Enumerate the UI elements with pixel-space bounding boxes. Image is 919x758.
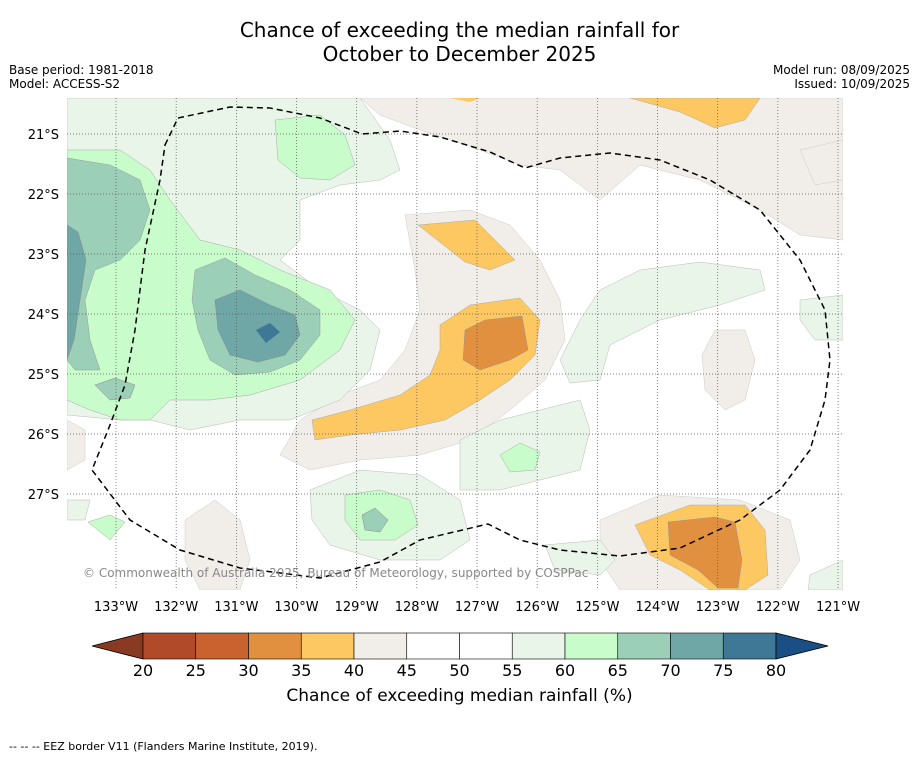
longitude-label: 126°W (515, 600, 559, 615)
longitude-label: 121°W (816, 600, 860, 615)
latitude-labels: 21°S 22°S 23°S 24°S 25°S 26°S 27°S (28, 128, 59, 503)
copyright-notice: © Commonwealth of Australia 2025, Bureau… (83, 566, 589, 580)
colorbar-high-arrow (775, 632, 829, 660)
latitude-label: 21°S (28, 128, 59, 143)
meta-right: Model run: 08/09/2025 Issued: 10/09/2025 (773, 63, 910, 91)
latitude-label: 23°S (28, 248, 59, 263)
region-70-75-west (67, 224, 87, 361)
meta-left: Base period: 1981-2018 Model: ACCESS-S2 (9, 63, 154, 91)
rainfall-field (67, 98, 843, 590)
longitude-labels: 133°W 132°W 131°W 130°W 129°W 128°W 127°W 126°W… (94, 600, 860, 615)
issued-date: Issued: 10/09/2025 (794, 77, 910, 91)
colorbar-tick-label: 65 (608, 661, 628, 680)
region-40-45-central (279, 209, 566, 471)
colorbar-bin (670, 632, 724, 660)
longitude-label: 130°W (274, 600, 318, 615)
longitude-label: 128°W (395, 600, 439, 615)
latitude-label: 24°S (28, 308, 59, 323)
region-55-60-se-corner (807, 559, 843, 590)
colorbar-tick-label: 30 (238, 661, 258, 680)
title-line-1: Chance of exceeding the median rainfall … (239, 18, 680, 42)
longitude-label: 133°W (94, 600, 138, 615)
colorbar-bin (617, 632, 671, 660)
colorbar (91, 632, 829, 660)
colorbar-tick-label: 35 (291, 661, 311, 680)
latitude-label: 27°S (28, 488, 59, 503)
colorbar-bin (248, 632, 302, 660)
eez-border (91, 106, 831, 579)
colorbar-tick-label: 60 (555, 661, 575, 680)
map-title: Chance of exceeding the median rainfall … (0, 18, 919, 66)
colorbar-bin (459, 632, 513, 660)
colorbar-tick-label: 80 (766, 661, 786, 680)
region-55-60-far-east (799, 294, 843, 341)
colorbar-tick-label: 20 (133, 661, 153, 680)
region-40-45-ne-edge (799, 139, 843, 186)
longitude-label: 127°W (455, 600, 499, 615)
region-30-35-central (462, 315, 529, 371)
colorbar-bin (353, 632, 408, 660)
longitude-label: 132°W (154, 600, 198, 615)
colorbar-low-arrow (91, 632, 144, 660)
colorbar-tick-label: 45 (397, 661, 417, 680)
colorbar-tick-label: 70 (660, 661, 680, 680)
colorbar-bin (722, 632, 777, 660)
latitude-label: 26°S (28, 428, 59, 443)
region-30-35-south (667, 516, 743, 589)
model-name: Model: ACCESS-S2 (9, 77, 121, 91)
colorbar-tick-label: 25 (186, 661, 206, 680)
region-55-60-west-small (67, 499, 91, 521)
region-40-45-east (701, 329, 756, 411)
colorbar-bin (511, 632, 566, 660)
region-55-60-east (559, 261, 766, 384)
longitude-label: 122°W (756, 600, 800, 615)
region-65-70-west (67, 157, 151, 371)
colorbar-label: Chance of exceeding median rainfall (%) (286, 686, 633, 706)
title-line-2: October to December 2025 (322, 42, 597, 66)
longitude-label: 125°W (575, 600, 619, 615)
colorbar-bin (406, 632, 460, 660)
region-35-40-upper (417, 219, 516, 271)
colorbar-tick-label: 40 (344, 661, 364, 680)
region-35-40-north (629, 98, 761, 129)
colorbar-bin (564, 632, 619, 660)
region-40-45-west-edge (67, 419, 86, 471)
graticule (67, 98, 843, 590)
colorbar-bin (195, 632, 249, 660)
colorbar-bin (142, 632, 197, 660)
region-40-45-southwest (184, 499, 251, 590)
colorbar-tick-label: 55 (502, 661, 522, 680)
longitude-label: 131°W (214, 600, 258, 615)
region-40-45-north (359, 98, 843, 241)
eez-footnote: -- -- -- EEZ border V11 (Flanders Marine… (9, 740, 318, 753)
colorbar-tick-label: 50 (449, 661, 469, 680)
colorbar-tick-label: 75 (713, 661, 733, 680)
region-65-70-south (361, 507, 389, 533)
latitude-label: 22°S (28, 188, 59, 203)
model-run: Model run: 08/09/2025 (772, 63, 910, 77)
colorbar-ticks: 20 25 30 35 40 45 50 55 60 65 70 75 80 (133, 661, 786, 680)
region-65-70-small (94, 377, 136, 401)
region-60-65-north (274, 114, 356, 181)
region-35-40-north-small (450, 98, 480, 102)
longitude-label: 123°W (696, 600, 740, 615)
region-75-80-center (256, 323, 280, 343)
latitude-label: 25°S (28, 368, 59, 383)
base-period: Base period: 1981-2018 (9, 63, 154, 77)
longitude-label: 129°W (335, 600, 379, 615)
colorbar-bin (300, 632, 355, 660)
longitude-label: 124°W (635, 600, 679, 615)
